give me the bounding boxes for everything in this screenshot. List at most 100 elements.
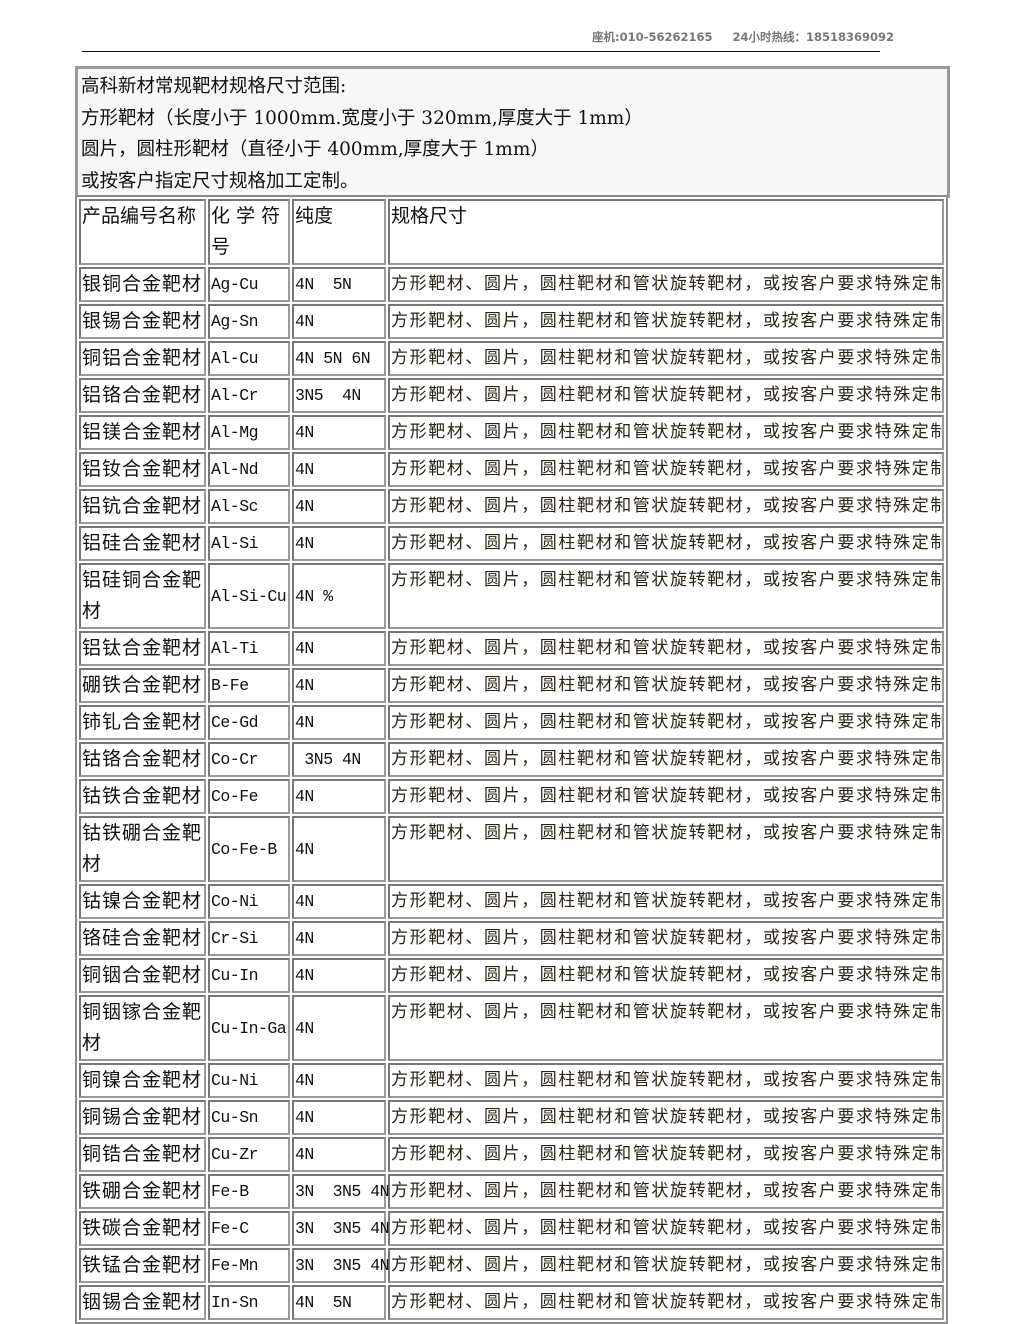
purity-cell: 4N	[292, 995, 386, 1061]
column-header-name: 产品编号名称	[79, 199, 206, 265]
chemical-symbol-cell: Al-Cu	[208, 341, 290, 376]
product-name-cell: 钴铁合金靶材	[79, 779, 206, 814]
chemical-symbol-cell: Al-Ti	[208, 631, 290, 666]
chemical-symbol-cell: Cr-Si	[208, 921, 290, 956]
chemical-symbol-cell: Al-Nd	[208, 452, 290, 487]
chemical-symbol-cell: Ce-Gd	[208, 705, 290, 740]
chemical-symbol-cell: Cu-In-Ga	[208, 995, 290, 1061]
table-row: 铝钪合金靶材 Al-Sc 4N 方形靶材、圆片，圆柱靶材和管状旋转靶材，或按客户要求特…	[79, 489, 944, 524]
chemical-symbol-cell: Fe-C	[208, 1211, 290, 1246]
purity-cell: 4N	[292, 1063, 386, 1098]
purity-cell: 4N	[292, 526, 386, 561]
table-row: 铜铝合金靶材 Al-Cu 4N 5N 6N 方形靶材、圆片，圆柱靶材和管状旋转靶材，或…	[79, 341, 944, 376]
table-row: 铜镍合金靶材 Cu-Ni 4N 方形靶材、圆片，圆柱靶材和管状旋转靶材，或按客户要求特…	[79, 1063, 944, 1098]
spec-cell: 方形靶材、圆片，圆柱靶材和管状旋转靶材，或按客户要求特殊定制	[388, 341, 944, 376]
chemical-symbol-cell: Co-Ni	[208, 884, 290, 919]
spec-cell: 方形靶材、圆片，圆柱靶材和管状旋转靶材，或按客户要求特殊定制	[388, 921, 944, 956]
spec-cell: 方形靶材、圆片，圆柱靶材和管状旋转靶材，或按客户要求特殊定制	[388, 1248, 944, 1283]
intro-line: 圆片，圆柱形靶材（直径小于 400mm,厚度大于 1mm）	[81, 139, 549, 160]
chemical-symbol-cell: Fe-B	[208, 1174, 290, 1209]
purity-cell: 3N5 4N	[292, 742, 386, 777]
product-name-cell: 铬硅合金靶材	[79, 921, 206, 956]
hotline-number: 24小时热线：18518369092	[732, 30, 894, 44]
product-name-cell: 铝硅合金靶材	[79, 526, 206, 561]
spec-cell: 方形靶材、圆片，圆柱靶材和管状旋转靶材，或按客户要求特殊定制	[388, 742, 944, 777]
table-row: 钴铁硼合金靶材 Co-Fe-B 4N 方形靶材、圆片，圆柱靶材和管状旋转靶材，或按客户…	[79, 816, 944, 882]
chemical-symbol-cell: Cu-Sn	[208, 1100, 290, 1135]
purity-cell: 4N	[292, 816, 386, 882]
table-row: 钴铬合金靶材 Co-Cr 3N5 4N 方形靶材、圆片，圆柱靶材和管状旋转靶材，或按…	[79, 742, 944, 777]
spec-cell: 方形靶材、圆片，圆柱靶材和管状旋转靶材，或按客户要求特殊定制	[388, 267, 944, 302]
table-row: 铝镁合金靶材 Al-Mg 4N 方形靶材、圆片，圆柱靶材和管状旋转靶材，或按客户要求特…	[79, 415, 944, 450]
alloy-target-table: 产品编号名称 化 学 符号 纯度 规格尺寸 银铜合金靶材 Ag-Cu 4N 5N 方形…	[75, 195, 948, 1324]
spec-cell: 方形靶材、圆片，圆柱靶材和管状旋转靶材，或按客户要求特殊定制	[388, 668, 944, 703]
intro-line: 高科新材常规靶材规格尺寸范围:	[81, 76, 347, 97]
spec-cell: 方形靶材、圆片，圆柱靶材和管状旋转靶材，或按客户要求特殊定制	[388, 1174, 944, 1209]
product-name-cell: 硼铁合金靶材	[79, 668, 206, 703]
spec-cell: 方形靶材、圆片，圆柱靶材和管状旋转靶材，或按客户要求特殊定制	[388, 563, 944, 629]
table-row: 银锡合金靶材 Ag-Sn 4N 方形靶材、圆片，圆柱靶材和管状旋转靶材，或按客户要求特…	[79, 304, 944, 339]
table-row: 铝钛合金靶材 Al-Ti 4N 方形靶材、圆片，圆柱靶材和管状旋转靶材，或按客户要求特…	[79, 631, 944, 666]
table-row: 铜锆合金靶材 Cu-Zr 4N 方形靶材、圆片，圆柱靶材和管状旋转靶材，或按客户要求特…	[79, 1137, 944, 1172]
column-header-symbol: 化 学 符号	[208, 199, 290, 265]
spec-cell: 方形靶材、圆片，圆柱靶材和管状旋转靶材，或按客户要求特殊定制	[388, 489, 944, 524]
product-name-cell: 钴铁硼合金靶材	[79, 816, 206, 882]
chemical-symbol-cell: Co-Fe	[208, 779, 290, 814]
table-row: 钴镍合金靶材 Co-Ni 4N 方形靶材、圆片，圆柱靶材和管状旋转靶材，或按客户要求特…	[79, 884, 944, 919]
purity-cell: 4N	[292, 489, 386, 524]
spec-cell: 方形靶材、圆片，圆柱靶材和管状旋转靶材，或按客户要求特殊定制	[388, 958, 944, 993]
product-name-cell: 铟锡合金靶材	[79, 1285, 206, 1320]
purity-cell: 4N	[292, 921, 386, 956]
intro-line: 或按客户指定尺寸规格加工定制。	[81, 170, 359, 192]
chemical-symbol-cell: Fe-Mn	[208, 1248, 290, 1283]
spec-cell: 方形靶材、圆片，圆柱靶材和管状旋转靶材，或按客户要求特殊定制	[388, 1211, 944, 1246]
product-name-cell: 铝钛合金靶材	[79, 631, 206, 666]
column-header-purity: 纯度	[292, 199, 386, 265]
purity-cell: 4N 5N	[292, 267, 386, 302]
spec-cell: 方形靶材、圆片，圆柱靶材和管状旋转靶材，或按客户要求特殊定制	[388, 1137, 944, 1172]
spec-cell: 方形靶材、圆片，圆柱靶材和管状旋转靶材，或按客户要求特殊定制	[388, 995, 944, 1061]
table-header-row: 产品编号名称 化 学 符号 纯度 规格尺寸	[79, 199, 944, 265]
chemical-symbol-cell: Al-Sc	[208, 489, 290, 524]
product-name-cell: 铝钕合金靶材	[79, 452, 206, 487]
purity-cell: 4N	[292, 958, 386, 993]
product-name-cell: 铜铟镓合金靶材	[79, 995, 206, 1061]
chemical-symbol-cell: Ag-Cu	[208, 267, 290, 302]
product-name-cell: 铝钪合金靶材	[79, 489, 206, 524]
purity-cell: 4N	[292, 668, 386, 703]
product-name-cell: 铁碳合金靶材	[79, 1211, 206, 1246]
product-name-cell: 铝硅铜合金靶材	[79, 563, 206, 629]
table-row: 铁碳合金靶材 Fe-C 3N 3N5 4N 方形靶材、圆片，圆柱靶材和管状旋转靶材，或…	[79, 1211, 944, 1246]
spec-cell: 方形靶材、圆片，圆柱靶材和管状旋转靶材，或按客户要求特殊定制	[388, 304, 944, 339]
spec-cell: 方形靶材、圆片，圆柱靶材和管状旋转靶材，或按客户要求特殊定制	[388, 631, 944, 666]
page-header: 座机:010-56262165 24小时热线：18518369092	[82, 26, 894, 52]
purity-cell: 4N	[292, 304, 386, 339]
spec-cell: 方形靶材、圆片，圆柱靶材和管状旋转靶材，或按客户要求特殊定制	[388, 526, 944, 561]
chemical-symbol-cell: B-Fe	[208, 668, 290, 703]
product-name-cell: 铈钆合金靶材	[79, 705, 206, 740]
product-name-cell: 铜锡合金靶材	[79, 1100, 206, 1135]
spec-cell: 方形靶材、圆片，圆柱靶材和管状旋转靶材，或按客户要求特殊定制	[388, 452, 944, 487]
table-row: 铝钕合金靶材 Al-Nd 4N 方形靶材、圆片，圆柱靶材和管状旋转靶材，或按客户要求特…	[79, 452, 944, 487]
table-row: 硼铁合金靶材 B-Fe 4N 方形靶材、圆片，圆柱靶材和管状旋转靶材，或按客户要求特殊…	[79, 668, 944, 703]
product-name-cell: 铜镍合金靶材	[79, 1063, 206, 1098]
product-name-cell: 铜锆合金靶材	[79, 1137, 206, 1172]
purity-cell: 4N	[292, 415, 386, 450]
intro-line: 方形靶材（长度小于 1000mm.宽度小于 320mm,厚度大于 1mm）	[81, 107, 643, 129]
chemical-symbol-cell: Ag-Sn	[208, 304, 290, 339]
table-row: 铬硅合金靶材 Cr-Si 4N 方形靶材、圆片，圆柱靶材和管状旋转靶材，或按客户要求特…	[79, 921, 944, 956]
purity-cell: 4N	[292, 884, 386, 919]
landline-number: 座机:010-56262165	[592, 30, 713, 44]
purity-cell: 4N	[292, 779, 386, 814]
table-row: 铜铟镓合金靶材 Cu-In-Ga 4N 方形靶材、圆片，圆柱靶材和管状旋转靶材，或按客…	[79, 995, 944, 1061]
chemical-symbol-cell: Co-Cr	[208, 742, 290, 777]
chemical-symbol-cell: Co-Fe-B	[208, 816, 290, 882]
chemical-symbol-cell: Al-Mg	[208, 415, 290, 450]
product-name-cell: 铝镁合金靶材	[79, 415, 206, 450]
table-row: 铟锡合金靶材 In-Sn 4N 5N 方形靶材、圆片，圆柱靶材和管状旋转靶材，或按客户…	[79, 1285, 944, 1320]
product-name-cell: 铜铝合金靶材	[79, 341, 206, 376]
spec-cell: 方形靶材、圆片，圆柱靶材和管状旋转靶材，或按客户要求特殊定制	[388, 378, 944, 413]
purity-cell: 3N 3N5 4N	[292, 1211, 390, 1246]
chemical-symbol-cell: In-Sn	[208, 1285, 290, 1320]
chemical-symbol-cell: Al-Si-Cu	[208, 563, 290, 629]
